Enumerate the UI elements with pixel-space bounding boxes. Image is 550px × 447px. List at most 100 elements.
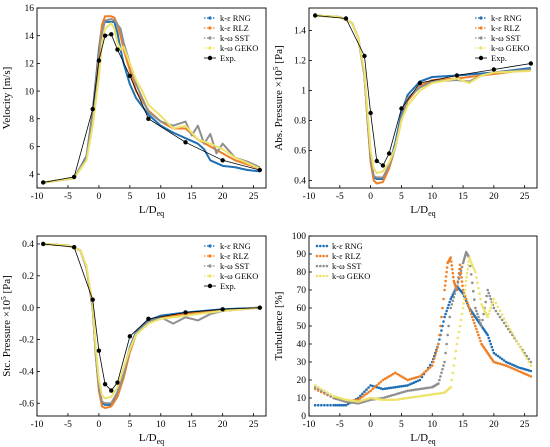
data-point [457, 330, 461, 334]
data-point [346, 400, 350, 404]
x-tick-label: 25 [520, 192, 530, 202]
plot-frame [36, 235, 267, 417]
data-point [462, 302, 465, 305]
data-point [523, 353, 526, 357]
data-point [396, 385, 399, 389]
data-point [312, 13, 318, 18]
x-tick-label: 10 [427, 192, 437, 202]
data-point [90, 297, 95, 302]
data-point [470, 315, 474, 319]
data-point [444, 279, 447, 283]
data-point [336, 403, 340, 407]
data-point [511, 331, 514, 335]
x-tick-label: 15 [187, 192, 197, 202]
data-point [381, 387, 385, 391]
legend-marker [319, 264, 322, 268]
series-3 [315, 14, 531, 174]
legend-marker [319, 244, 322, 248]
data-point [316, 403, 320, 407]
data-point [377, 386, 381, 390]
data-point [504, 360, 508, 364]
data-point [375, 397, 379, 401]
legend-marker [208, 36, 212, 40]
x-tick-label: 0 [368, 192, 373, 202]
data-point [468, 309, 472, 313]
x-tick-label: 5 [127, 420, 132, 430]
data-point [519, 346, 522, 349]
x-axis-label: L/Deq [139, 432, 164, 446]
data-point [442, 297, 445, 301]
data-point [408, 396, 411, 400]
data-point [486, 288, 490, 292]
y-tick-label: 1 [301, 87, 306, 97]
data-point [515, 365, 518, 368]
data-point [368, 110, 373, 116]
data-point [352, 399, 356, 403]
data-point [475, 276, 478, 279]
legend-item: Exp. [475, 53, 507, 63]
y-tick-label: 0.4 [294, 177, 306, 187]
legend-label: k-ε RLZ [491, 23, 520, 33]
data-point [71, 244, 77, 250]
data-point [359, 397, 362, 400]
data-point [379, 380, 383, 384]
x-tick-label: 20 [489, 420, 499, 430]
data-point [498, 315, 502, 319]
legend-marker [325, 274, 329, 278]
data-point [338, 398, 342, 402]
legend-label: k-ω GEKO [491, 43, 529, 53]
data-point [502, 321, 506, 325]
x-tick-label: -5 [64, 192, 72, 202]
data-point [408, 383, 411, 386]
data-point [90, 106, 95, 112]
data-point [496, 354, 500, 358]
data-point [115, 380, 120, 385]
x-tick-label: 25 [249, 192, 259, 202]
data-point [316, 385, 320, 389]
data-point [356, 396, 360, 400]
y-tick-label: 10 [25, 87, 35, 97]
data-point [521, 349, 524, 353]
data-point [449, 297, 453, 301]
data-point [482, 307, 485, 310]
data-point [489, 306, 493, 310]
data-point [506, 327, 510, 331]
series-line [315, 15, 531, 167]
data-point [323, 403, 326, 407]
data-point [379, 387, 383, 390]
data-point [464, 279, 468, 283]
series-3 [313, 256, 533, 403]
x-tick-label: 15 [458, 192, 468, 202]
data-point [458, 273, 462, 277]
data-point [492, 306, 496, 310]
legend-item: k-ω SST [204, 261, 250, 271]
data-point [329, 403, 332, 407]
data-point [332, 403, 335, 407]
data-point [365, 388, 368, 391]
data-point [482, 312, 485, 316]
data-point [356, 400, 360, 403]
data-point [418, 375, 422, 378]
data-point [459, 318, 463, 322]
data-point [367, 391, 370, 394]
data-point [465, 275, 468, 279]
data-point [470, 263, 474, 267]
data-point [430, 364, 434, 367]
series-3 [43, 22, 261, 184]
data-point [323, 391, 326, 394]
data-point [508, 330, 512, 334]
data-point [489, 297, 493, 301]
data-point [389, 398, 393, 402]
data-point [408, 378, 411, 381]
data-point [500, 363, 504, 366]
data-point [449, 385, 453, 389]
data-point [451, 271, 455, 275]
data-point [490, 345, 494, 349]
data-point [479, 321, 482, 325]
data-point [470, 281, 474, 285]
data-point [402, 390, 405, 394]
x-tick-label: 15 [187, 420, 197, 430]
data-point [487, 291, 491, 295]
data-point [109, 32, 114, 37]
data-point [391, 386, 395, 389]
